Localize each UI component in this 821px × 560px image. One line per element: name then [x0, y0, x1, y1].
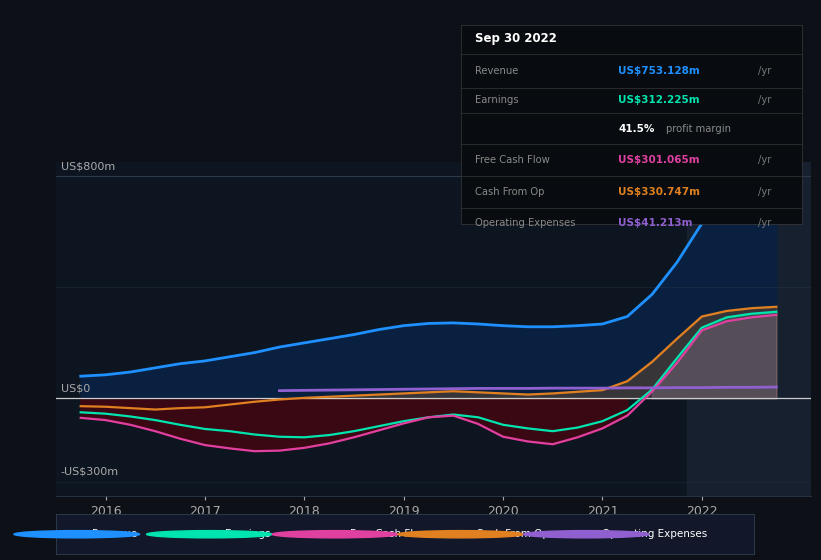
Text: US$800m: US$800m	[61, 161, 115, 171]
Text: 41.5%: 41.5%	[618, 124, 654, 134]
Circle shape	[523, 531, 649, 538]
Text: profit margin: profit margin	[666, 124, 731, 134]
Text: Earnings: Earnings	[475, 95, 519, 105]
Text: Earnings: Earnings	[225, 529, 270, 539]
Circle shape	[273, 531, 398, 538]
Circle shape	[14, 531, 140, 538]
Text: /yr: /yr	[758, 155, 771, 165]
Text: Operating Expenses: Operating Expenses	[475, 218, 576, 228]
Circle shape	[147, 531, 273, 538]
Bar	[687, 162, 811, 496]
Circle shape	[397, 531, 524, 538]
Text: US$330.747m: US$330.747m	[618, 187, 700, 197]
Text: Free Cash Flow: Free Cash Flow	[351, 529, 429, 539]
Text: /yr: /yr	[758, 66, 771, 76]
Text: Free Cash Flow: Free Cash Flow	[475, 155, 550, 165]
Text: US$753.128m: US$753.128m	[618, 66, 699, 76]
Text: Cash From Op: Cash From Op	[475, 187, 544, 197]
Text: Operating Expenses: Operating Expenses	[602, 529, 707, 539]
Text: /yr: /yr	[758, 218, 771, 228]
Text: /yr: /yr	[758, 95, 771, 105]
Text: Revenue: Revenue	[92, 529, 137, 539]
Text: US$0: US$0	[61, 384, 90, 394]
Text: Cash From Op: Cash From Op	[476, 529, 549, 539]
Text: US$301.065m: US$301.065m	[618, 155, 699, 165]
Text: Sep 30 2022: Sep 30 2022	[475, 31, 557, 45]
Text: US$41.213m: US$41.213m	[618, 218, 693, 228]
Text: /yr: /yr	[758, 187, 771, 197]
Text: -US$300m: -US$300m	[61, 466, 119, 477]
Text: US$312.225m: US$312.225m	[618, 95, 699, 105]
Text: Revenue: Revenue	[475, 66, 518, 76]
